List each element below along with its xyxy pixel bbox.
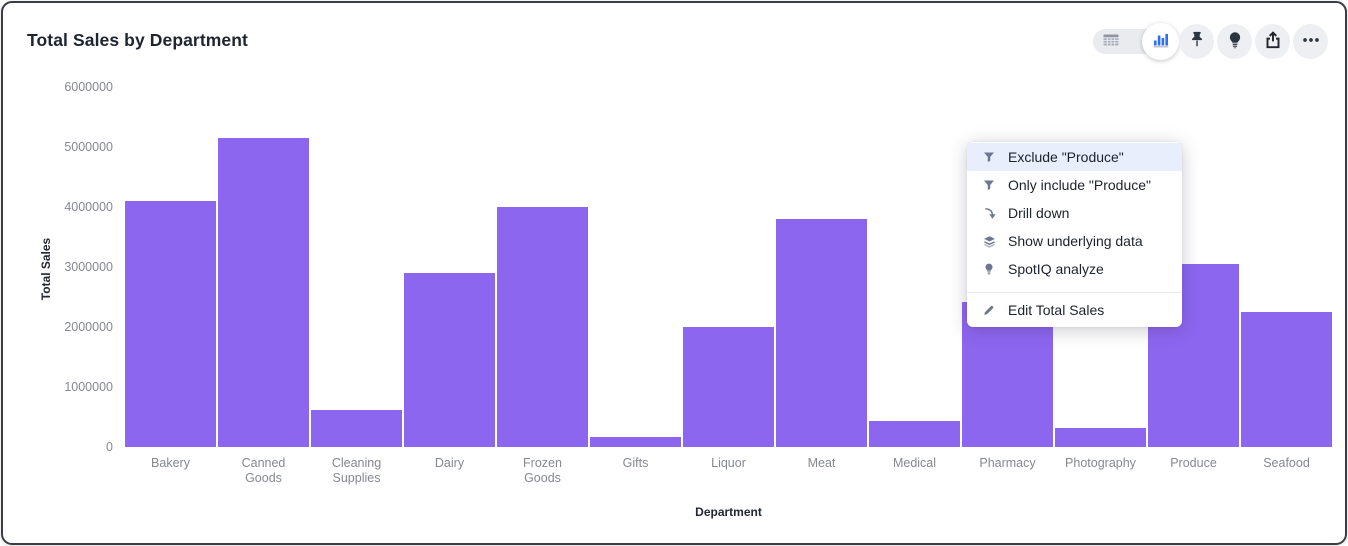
bar-photography[interactable]	[1055, 428, 1146, 447]
bulb-icon	[981, 261, 997, 277]
chart-title: Total Sales by Department	[27, 30, 248, 50]
x-tick-label: Bakery	[151, 456, 190, 470]
bar-seafood[interactable]	[1241, 312, 1332, 447]
bar-medical[interactable]	[869, 421, 960, 447]
y-tick-label: 0	[106, 440, 113, 454]
x-tick-label: Pharmacy	[979, 456, 1036, 470]
menu-item-label: Edit Total Sales	[1008, 302, 1105, 318]
bar-cleaning-supplies[interactable]	[311, 410, 402, 447]
menu-item-label: SpotIQ analyze	[1008, 261, 1104, 277]
ellipsis-icon	[1300, 29, 1322, 54]
x-tick-label: Gifts	[622, 456, 649, 470]
share-button[interactable]	[1255, 23, 1290, 59]
toolbar	[1093, 22, 1328, 60]
pin-icon	[1186, 29, 1208, 54]
share-upload-icon	[1262, 29, 1284, 54]
menu-item-label: Show underlying data	[1008, 233, 1143, 249]
table-view-button[interactable]	[1101, 30, 1121, 53]
layers-icon	[981, 233, 997, 249]
y-tick-label: 1000000	[64, 380, 113, 394]
bar-frozen-goods[interactable]	[497, 207, 588, 447]
filter-icon	[981, 177, 997, 193]
more-actions-button[interactable]	[1293, 23, 1328, 59]
bar-meat[interactable]	[776, 219, 867, 447]
x-tick-label: Medical	[892, 456, 937, 470]
x-tick-label: Canned Goods	[241, 456, 286, 485]
x-tick-label: Meat	[807, 456, 836, 470]
lightbulb-icon	[1224, 29, 1246, 54]
filter-icon	[981, 149, 997, 165]
y-tick-label: 4000000	[64, 200, 113, 214]
drill-down-icon	[981, 205, 997, 221]
menu-item-drill-down[interactable]: Drill down	[967, 199, 1182, 227]
bar-bakery[interactable]	[125, 201, 216, 447]
menu-item-spotiq-analyze[interactable]: SpotIQ analyze	[967, 255, 1182, 283]
x-tick-label: Cleaning Supplies	[331, 456, 382, 485]
bar-liquor[interactable]	[683, 327, 774, 447]
menu-item-label: Only include "Produce"	[1008, 177, 1152, 193]
menu-item-show-underlying-data[interactable]: Show underlying data	[967, 227, 1182, 255]
y-tick-label: 6000000	[64, 80, 113, 94]
x-tick-label: Dairy	[434, 456, 465, 470]
plot-area	[124, 87, 1333, 447]
x-tick-label: Seafood	[1263, 456, 1310, 470]
menu-item-edit-total-sales[interactable]: Edit Total Sales	[967, 296, 1182, 324]
table-icon	[1101, 30, 1121, 53]
y-tick-label: 5000000	[64, 140, 113, 154]
y-tick-label: 3000000	[64, 260, 113, 274]
y-tick-label: 2000000	[64, 320, 113, 334]
x-tick-label: Produce	[1170, 456, 1217, 470]
view-toggle[interactable]	[1093, 22, 1179, 60]
pin-button[interactable]	[1179, 23, 1214, 59]
x-tick-label: Frozen Goods	[523, 456, 562, 485]
menu-item-only-include-produce[interactable]: Only include "Produce"	[967, 171, 1182, 199]
menu-item-exclude-produce[interactable]: Exclude "Produce"	[967, 143, 1182, 171]
x-axis-title: Department	[695, 505, 762, 519]
bar-dairy[interactable]	[404, 273, 495, 447]
bar-canned-goods[interactable]	[218, 138, 309, 447]
bar-gifts[interactable]	[590, 437, 681, 447]
menu-separator	[967, 292, 1182, 293]
context-menu: Exclude "Produce" Only include "Produce" D…	[967, 142, 1182, 327]
menu-item-label: Exclude "Produce"	[1008, 149, 1124, 165]
pencil-icon	[981, 302, 997, 318]
menu-item-label: Drill down	[1008, 205, 1070, 221]
x-tick-label: Liquor	[711, 456, 746, 470]
chart-view-button[interactable]	[1142, 22, 1179, 60]
x-tick-label: Photography	[1065, 456, 1136, 470]
spotiq-insights-button[interactable]	[1217, 23, 1252, 59]
bar-chart-icon	[1151, 30, 1171, 53]
